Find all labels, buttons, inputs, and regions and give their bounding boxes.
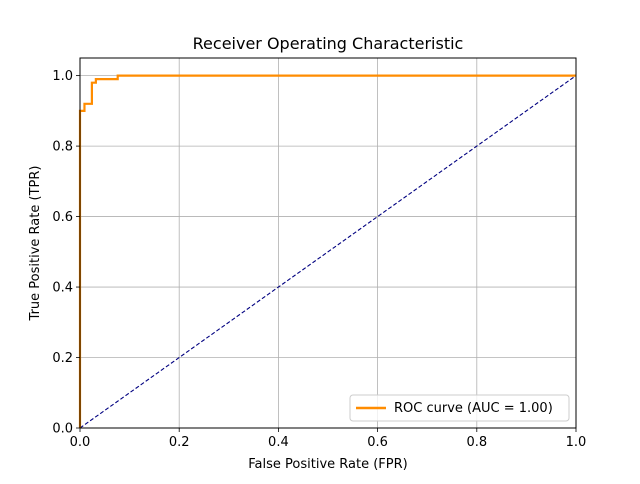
y-tick-label: 0.8 bbox=[52, 140, 73, 155]
y-tick-label: 0.0 bbox=[52, 422, 73, 437]
y-tick-label: 0.4 bbox=[52, 281, 73, 296]
y-axis-label: True Positive Rate (TPR) bbox=[28, 166, 43, 322]
y-tick-label: 0.2 bbox=[52, 351, 73, 366]
chance-diagonal-line bbox=[79, 75, 577, 429]
y-tick-label: 1.0 bbox=[52, 69, 73, 84]
x-tick-label: 0.0 bbox=[70, 435, 91, 450]
grid bbox=[79, 58, 577, 429]
y-tick-label: 0.6 bbox=[52, 210, 73, 225]
x-axis-label: False Positive Rate (FPR) bbox=[248, 457, 407, 472]
legend-box bbox=[349, 394, 570, 422]
x-tick-label: 0.8 bbox=[466, 435, 487, 450]
legend-label: ROC curve (AUC = 1.00) bbox=[394, 401, 553, 416]
chart-title: Receiver Operating Characteristic bbox=[193, 34, 464, 53]
axis-ticks: 0.0 0.2 0.4 0.6 0.8 1.0 0.0 0.2 0.4 0.6 0.8 1.0 bbox=[52, 69, 586, 450]
x-tick-label: 0.2 bbox=[169, 435, 190, 450]
x-tick-label: 0.4 bbox=[268, 435, 289, 450]
legend: ROC curve (AUC = 1.00) bbox=[349, 394, 570, 422]
x-tick-label: 1.0 bbox=[566, 435, 587, 450]
x-tick-label: 0.6 bbox=[367, 435, 388, 450]
plot-frame bbox=[79, 57, 577, 429]
